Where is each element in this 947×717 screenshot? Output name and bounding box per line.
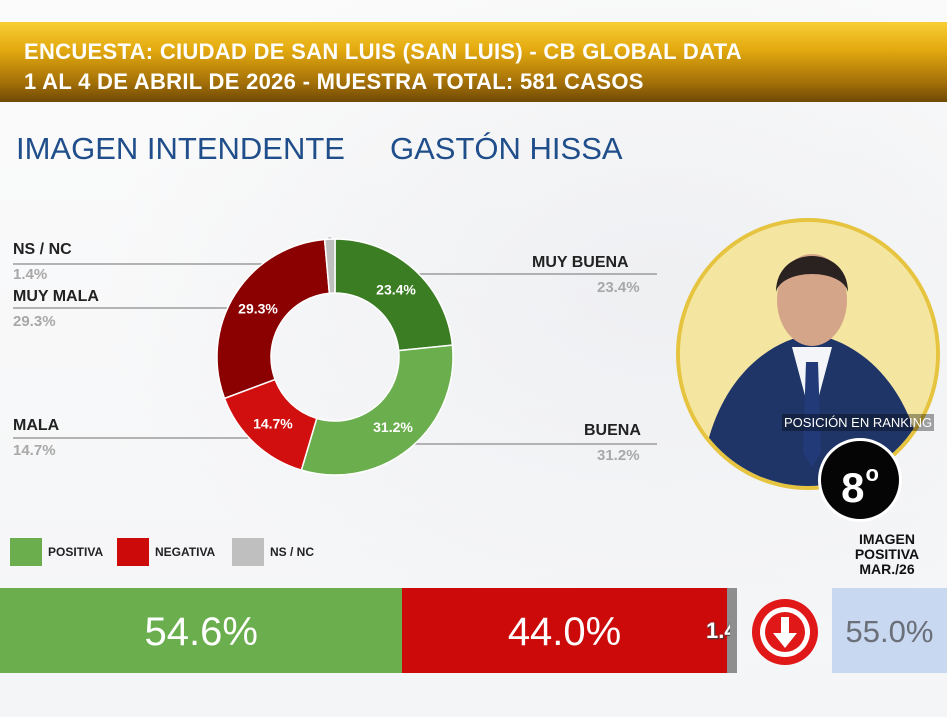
label-mala-value: 14.7%: [13, 442, 56, 459]
bar-value-positiva: 54.6%: [144, 610, 258, 654]
donut-data-label: 23.4%: [376, 282, 416, 298]
trend-badge: [752, 599, 818, 665]
previous-label-line-3: MAR./26: [859, 561, 915, 577]
donut-slice-muy-buena: [334, 238, 454, 352]
legend-swatch-negativa: [117, 538, 149, 566]
label-nsnc-value: 1.4%: [13, 266, 48, 283]
label-muymala-name: MUY MALA: [13, 288, 99, 305]
header-line-1: ENCUESTA: CIUDAD DE SAN LUIS (SAN LUIS) …: [24, 39, 742, 64]
label-buena-name: BUENA: [584, 422, 641, 439]
ranking-suffix: o: [865, 461, 879, 486]
previous-label-line-2: POSITIVA: [854, 546, 920, 562]
previous-positive-box: 55.0%: [832, 588, 947, 673]
header-banner: ENCUESTA: CIUDAD DE SAN LUIS (SAN LUIS) …: [0, 22, 947, 102]
donut-slice-muy-mala: [216, 238, 331, 400]
ranking-badge: 8o: [818, 438, 902, 522]
person-portrait-icon: [680, 222, 936, 486]
donut-data-label: 14.7%: [253, 416, 293, 432]
legend-swatch-nsnc: [232, 538, 264, 566]
ranking-number: 8: [841, 464, 865, 511]
header-line-2: 1 AL 4 DE ABRIL DE 2026 - MUESTRA TOTAL:…: [24, 69, 644, 94]
legend-label-negativa: NEGATIVA: [155, 545, 216, 559]
label-buena-value: 31.2%: [597, 447, 640, 464]
label-muybuena-value: 23.4%: [597, 279, 640, 296]
legend-label-positiva: POSITIVA: [48, 545, 104, 559]
donut-slice-buena: [300, 344, 454, 476]
bar-segment-positiva: 54.6%: [0, 588, 403, 673]
label-muymala-value: 29.3%: [13, 313, 56, 330]
bar-value-negativa: 44.0%: [507, 610, 622, 654]
ranking-label: POSICIÓN EN RANKING: [782, 414, 935, 431]
label-mala-name: MALA: [13, 417, 60, 434]
arrow-down-icon: [760, 607, 810, 657]
donut-data-label: 29.3%: [238, 300, 278, 316]
previous-image-label: IMAGEN POSITIVA MAR./26: [832, 532, 942, 577]
chart-title: IMAGEN INTENDENTE: [16, 131, 345, 166]
bar-value-nsnc: 1.4%: [706, 618, 730, 643]
label-muybuena-name: MUY BUENA: [532, 254, 629, 271]
previous-label-line-1: IMAGEN: [859, 531, 915, 547]
mayor-photo: [676, 218, 940, 490]
bar-segment-negativa: 44.0%: [402, 588, 727, 673]
donut-slice-ns-nc: [323, 238, 336, 295]
bar-segment-nsnc: [726, 588, 737, 673]
donut-data-label: 31.2%: [373, 419, 413, 435]
label-nsnc-name: NS / NC: [13, 241, 72, 258]
previous-positive-value: 55.0%: [845, 614, 934, 649]
person-name: GASTÓN HISSA: [390, 131, 623, 166]
legend-swatch-positiva: [10, 538, 42, 566]
legend-label-nsnc: NS / NC: [270, 545, 315, 559]
